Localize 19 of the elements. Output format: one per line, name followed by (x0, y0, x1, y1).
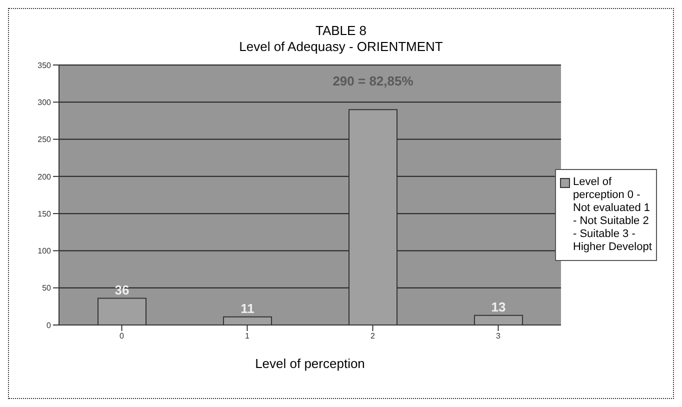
y-tick-label: 150 (38, 209, 52, 218)
x-tick-label: 1 (245, 332, 250, 341)
y-tick-label: 250 (38, 135, 52, 144)
chart-title: TABLE 8 (314, 23, 368, 39)
data-label: 290 = 82,85% (332, 74, 414, 89)
data-label: 11 (240, 300, 254, 316)
y-tick-label: 50 (42, 284, 52, 293)
x-tick-label: 0 (120, 332, 125, 341)
legend-label: Level of perception 0 - Not evaluated 1 - Not Suitable 2 - Suitable 3 - Higher Developt (573, 176, 652, 254)
y-tick-label: 300 (38, 98, 52, 107)
y-tick-label: 100 (38, 246, 52, 256)
y-tick-label: 200 (38, 172, 52, 182)
x-axis-title: Level of perception (255, 356, 365, 371)
chart-subtitle: Level of Adequasy - ORIENTMENT (238, 39, 444, 55)
y-tick-label: 0 (46, 320, 52, 330)
y-tick-label: 350 (38, 60, 52, 70)
x-tick-label: 2 (370, 332, 376, 341)
x-tick-label: 3 (496, 332, 502, 341)
data-label: 13 (491, 299, 506, 314)
